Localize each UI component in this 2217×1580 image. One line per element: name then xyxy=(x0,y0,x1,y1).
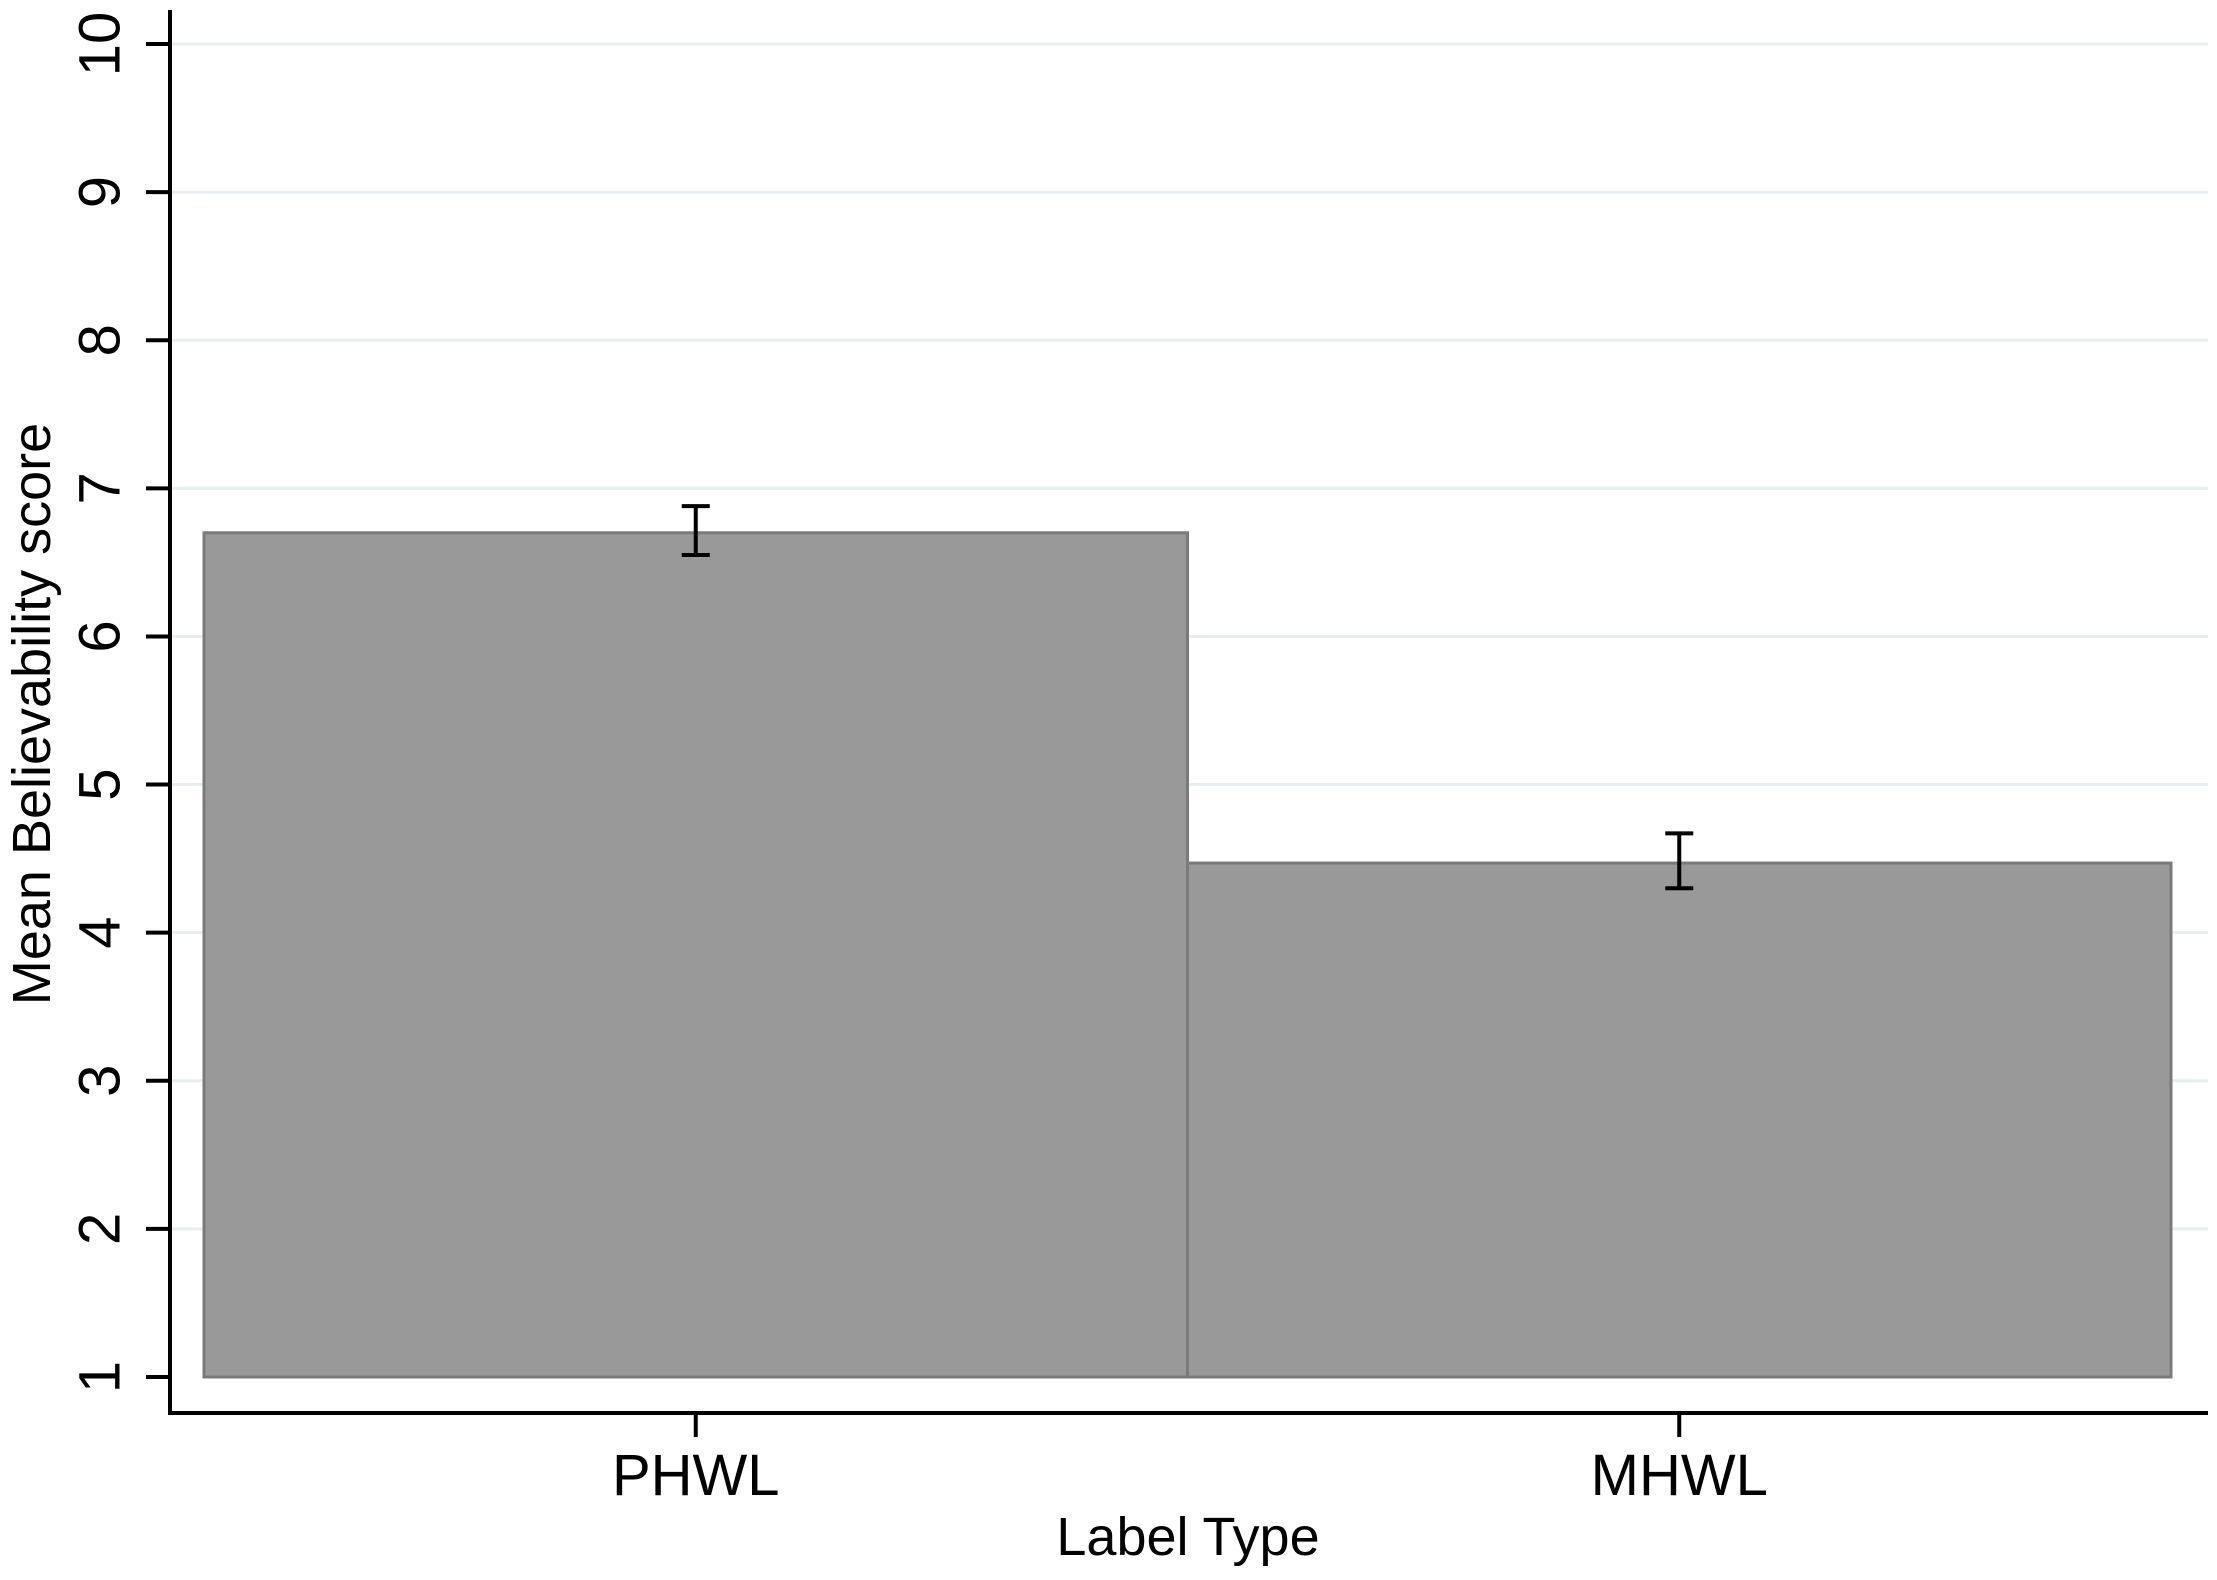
y-tick-label: 10 xyxy=(68,12,133,77)
x-tick-label-phwl: PHWL xyxy=(612,1443,780,1508)
bars xyxy=(202,531,2173,1379)
x-ticks: PHWL MHWL xyxy=(612,1413,1768,1508)
y-tick-label: 5 xyxy=(68,768,133,800)
y-tick-label: 2 xyxy=(68,1213,133,1245)
y-tick-label: 7 xyxy=(68,472,133,504)
x-tick-label-mhwl: MHWL xyxy=(1591,1443,1768,1508)
y-tick-label: 3 xyxy=(68,1065,133,1097)
y-axis-title: Mean Believability score xyxy=(2,423,62,1005)
axes xyxy=(168,10,2208,1415)
bar-phwl xyxy=(202,531,1189,1379)
y-tick-label: 8 xyxy=(68,324,133,356)
x-axis-title: Label Type xyxy=(1056,1507,1319,1567)
y-tick-label: 6 xyxy=(68,620,133,652)
y-tick-label: 9 xyxy=(68,176,133,208)
bar-mhwl xyxy=(1186,861,2173,1379)
y-tick-label: 4 xyxy=(68,917,133,949)
y-tick-label: 1 xyxy=(68,1361,133,1393)
y-ticks: 1 2 3 4 5 6 7 8 9 10 xyxy=(68,12,170,1393)
error-bars xyxy=(681,504,1694,891)
